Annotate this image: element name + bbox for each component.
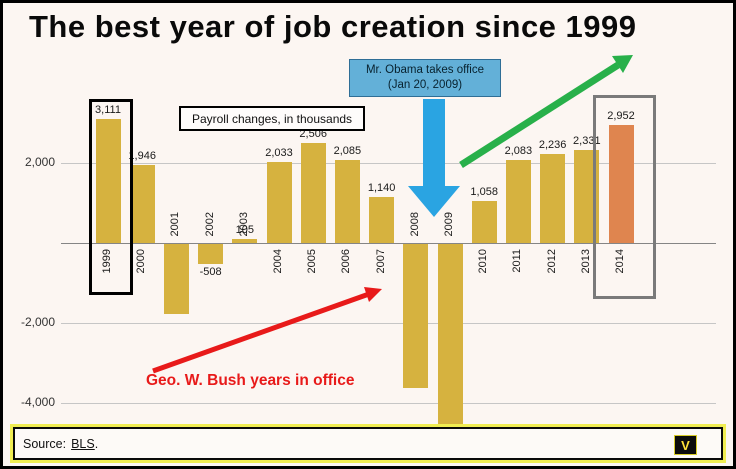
bar-year-label-2011: 2011: [511, 249, 524, 273]
bar-2000: [129, 165, 155, 243]
bar-2002: [198, 244, 224, 265]
bar-value-label-2002: -508: [199, 266, 222, 279]
bar-2009: [437, 244, 463, 428]
x-axis-zero-line: [61, 243, 716, 244]
bar-2012: [540, 153, 566, 243]
bar-year-label-2013: 2013: [579, 249, 592, 274]
bar-year-label-2001: 2001: [169, 212, 182, 237]
bar-2005: [300, 142, 326, 243]
bar-2011: [505, 159, 531, 243]
bar-2001: [163, 244, 189, 314]
bar-value-label-2000: 1,946: [128, 150, 156, 163]
gridline--4,000: [61, 403, 716, 404]
bar-year-label-2006: 2006: [340, 249, 353, 274]
bar-1999: [95, 118, 121, 243]
bar-year-label-2007: 2007: [374, 249, 387, 274]
bar-value-label-1999: 3,111: [95, 103, 121, 116]
payroll-note-text: Payroll changes, in thousands: [191, 111, 353, 126]
source-strip: Source: BLS. V: [13, 427, 723, 460]
payroll-note-box: Payroll changes, in thousands: [179, 106, 365, 131]
y-axis-tick-label: -4,000: [20, 395, 55, 409]
v-logo: V: [674, 435, 697, 455]
y-axis-tick-label: -2,000: [20, 315, 55, 329]
green-up-arrowhead-icon: [612, 55, 633, 73]
bar-year-label-2000: 2000: [135, 249, 148, 274]
bar-year-label-2002: 2002: [203, 212, 216, 237]
bar-year-label-2012: 2012: [545, 249, 558, 274]
source-prefix: Source:: [23, 436, 67, 451]
gridline--2,000: [61, 323, 716, 324]
gridline-2,000: [61, 163, 716, 164]
bar-value-label-2006: 2,085: [333, 144, 362, 157]
bar-2007: [369, 197, 395, 243]
obama-annotation-line1: Mr. Obama takes office: [365, 64, 485, 76]
bar-2003: [232, 238, 258, 243]
bar-year-label-2009: 2009: [443, 212, 455, 237]
bar-2008: [403, 244, 429, 388]
obama-annotation-box: Mr. Obama takes office (Jan 20, 2009): [349, 59, 501, 97]
y-axis-tick-label: 2,000: [24, 155, 55, 169]
bar-year-label-2008: 2008: [408, 212, 421, 237]
bar-value-label-2007: 1,140: [367, 182, 396, 195]
bar-year-label-2010: 2010: [477, 249, 490, 274]
obama-annotation-line2: (Jan 20, 2009): [387, 79, 463, 91]
bar-2006: [334, 159, 360, 243]
highlight-box-1999: [89, 99, 133, 295]
bar-year-label-2003: 2003: [237, 212, 250, 237]
bar-year-label-2004: 2004: [272, 249, 284, 274]
bar-value-label-2004: 2,033: [265, 146, 293, 159]
bar-2010: [471, 200, 497, 243]
bar-2004: [266, 161, 292, 243]
source-link-bls[interactable]: BLS: [71, 436, 95, 451]
highlight-box-2014: [593, 95, 656, 299]
bar-value-label-2010: 1,058: [470, 185, 498, 198]
bush-years-label: Geo. W. Bush years in office: [146, 372, 355, 389]
source-period: .: [94, 436, 99, 451]
bar-year-label-2005: 2005: [306, 249, 319, 274]
bar-value-label-2003: 105: [235, 223, 254, 236]
chart-title: The best year of job creation since 1999: [29, 9, 637, 44]
source-text: Source: BLS.: [15, 437, 98, 451]
